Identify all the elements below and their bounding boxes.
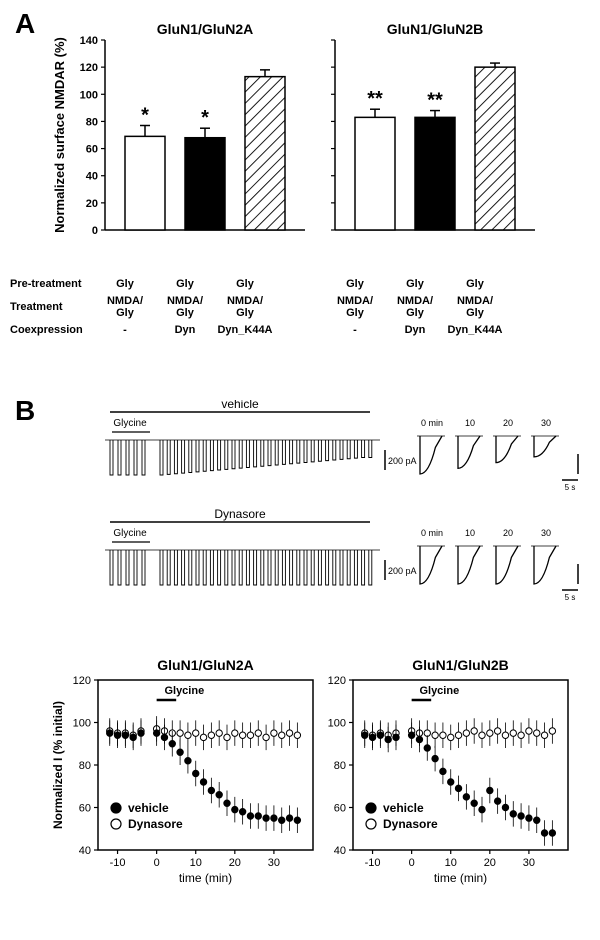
svg-text:0: 0 [409, 857, 415, 869]
svg-text:vehicle: vehicle [221, 400, 259, 411]
svg-text:0 min: 0 min [421, 528, 443, 538]
svg-text:100: 100 [328, 718, 346, 730]
bar-charts: Normalized surface NMDAR (%) 0 20 40 60 80 100… [50, 15, 580, 275]
svg-text:10: 10 [465, 418, 475, 428]
svg-text:40: 40 [86, 171, 98, 183]
svg-text:0 min: 0 min [421, 418, 443, 428]
svg-text:100: 100 [80, 89, 98, 101]
svg-text:10: 10 [190, 857, 202, 869]
svg-text:Normalized surface NMDAR (%): Normalized surface NMDAR (%) [52, 37, 67, 233]
svg-text:*: * [201, 107, 209, 129]
svg-text:200 pA: 200 pA [388, 566, 417, 576]
svg-text:Dynasore: Dynasore [128, 817, 183, 831]
svg-text:Glycine: Glycine [113, 418, 147, 429]
svg-text:time (min): time (min) [179, 871, 232, 885]
svg-text:GluN1/GluN2B: GluN1/GluN2B [387, 21, 483, 37]
svg-text:120: 120 [73, 675, 91, 687]
condition-table: Pre-treatmentGlyGlyGlyGlyGlyGlyTreatment… [50, 275, 580, 339]
svg-text:0: 0 [154, 857, 160, 869]
svg-text:30: 30 [268, 857, 280, 869]
svg-text:40: 40 [334, 845, 346, 857]
svg-text:20: 20 [503, 528, 513, 538]
svg-text:20: 20 [229, 857, 241, 869]
ephys-traces: vehicle Glycine 200 pA 0 min 10 20 30 200 pA 5 s… [50, 400, 580, 650]
svg-text:60: 60 [334, 803, 346, 815]
svg-text:30: 30 [541, 418, 551, 428]
svg-text:60: 60 [79, 803, 91, 815]
svg-text:GluN1/GluN2B: GluN1/GluN2B [412, 657, 508, 673]
svg-text:80: 80 [79, 760, 91, 772]
svg-text:Dynasore: Dynasore [214, 507, 266, 521]
svg-text:Glycine: Glycine [419, 685, 459, 697]
svg-text:140: 140 [80, 35, 98, 47]
svg-text:120: 120 [328, 675, 346, 687]
panel-b: vehicle Glycine 200 pA 0 min 10 20 30 200 pA 5 s… [50, 400, 580, 930]
svg-text:5 s: 5 s [565, 593, 576, 602]
svg-text:80: 80 [334, 760, 346, 772]
panel-a: Normalized surface NMDAR (%) 0 20 40 60 80 100… [50, 15, 580, 339]
svg-text:vehicle: vehicle [383, 801, 424, 815]
svg-text:time (min): time (min) [434, 871, 487, 885]
svg-text:-10: -10 [365, 857, 381, 869]
svg-text:10: 10 [465, 528, 475, 538]
svg-text:100: 100 [73, 718, 91, 730]
panel-label-b: B [15, 395, 35, 427]
svg-text:Glycine: Glycine [113, 528, 147, 539]
svg-text:10: 10 [445, 857, 457, 869]
panel-label-a: A [15, 8, 35, 40]
svg-text:Normalized I (% initial): Normalized I (% initial) [51, 701, 65, 829]
svg-text:30: 30 [541, 528, 551, 538]
svg-text:5 s: 5 s [565, 483, 576, 492]
svg-text:20: 20 [503, 418, 513, 428]
svg-text:Glycine: Glycine [164, 685, 204, 697]
svg-text:30: 30 [523, 857, 535, 869]
svg-text:**: ** [367, 88, 383, 110]
svg-text:GluN1/GluN2A: GluN1/GluN2A [157, 657, 253, 673]
time-course-charts: Normalized I (% initial) GluN1/GluN2A 40 60… [50, 650, 580, 930]
svg-text:20: 20 [86, 198, 98, 210]
svg-text:**: ** [427, 90, 443, 112]
svg-text:60: 60 [86, 144, 98, 156]
svg-text:vehicle: vehicle [128, 801, 169, 815]
svg-text:-10: -10 [110, 857, 126, 869]
svg-text:120: 120 [80, 62, 98, 74]
svg-text:0: 0 [92, 225, 98, 237]
svg-text:20: 20 [484, 857, 496, 869]
svg-text:*: * [141, 105, 149, 127]
svg-text:Dynasore: Dynasore [383, 817, 438, 831]
svg-text:200 pA: 200 pA [388, 456, 417, 466]
svg-text:80: 80 [86, 116, 98, 128]
svg-text:40: 40 [79, 845, 91, 857]
svg-text:GluN1/GluN2A: GluN1/GluN2A [157, 21, 253, 37]
